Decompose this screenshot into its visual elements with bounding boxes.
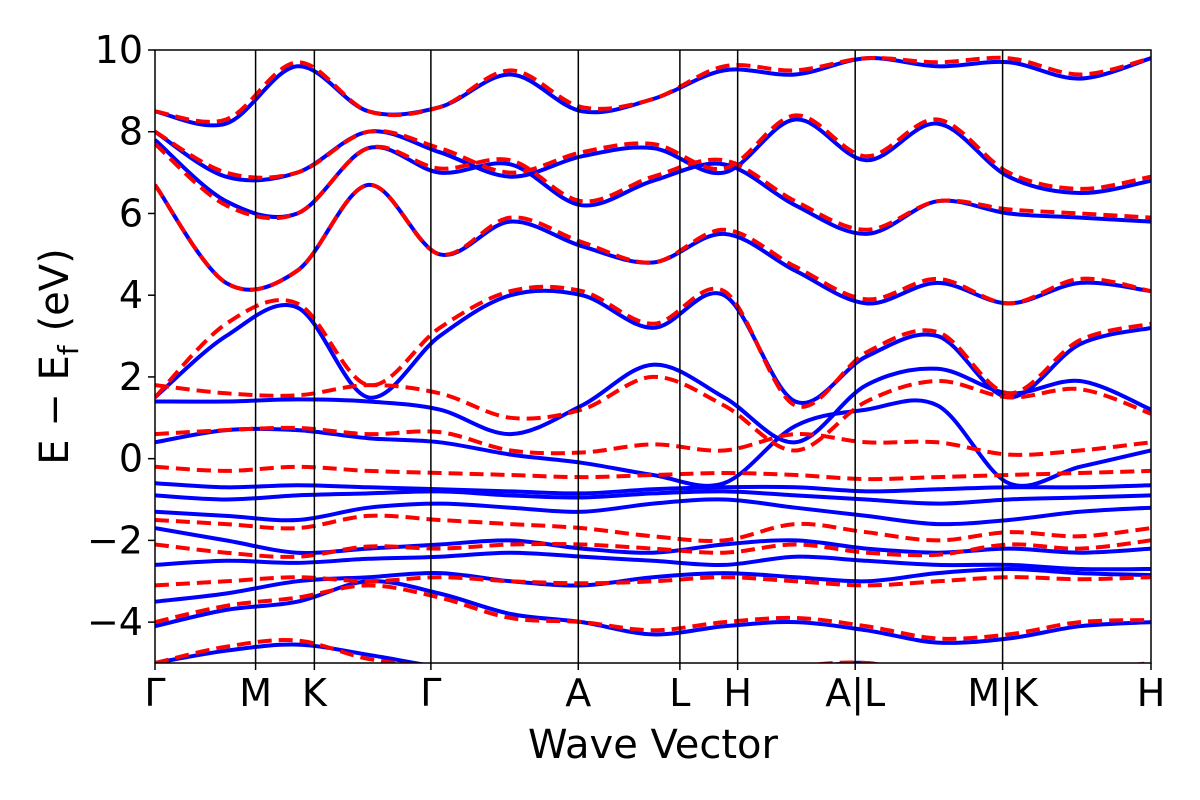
x-tick-label: H — [723, 671, 752, 715]
x-tick-label: Γ — [144, 671, 165, 715]
band-line-solid-14 — [155, 56, 1151, 128]
band-line-solid-9 — [155, 362, 1151, 445]
y-tick-label: 6 — [119, 191, 143, 235]
y-tick-label: −2 — [87, 518, 143, 562]
y-tick-label: −4 — [87, 600, 143, 644]
band-line-solid-1 — [155, 579, 1151, 645]
y-tick-label: 10 — [95, 28, 143, 72]
band-line-solid-11 — [155, 182, 1151, 306]
band-line-solid-10 — [155, 288, 1151, 405]
band-line-solid-0 — [155, 642, 882, 663]
y-axis-title-unit: (eV) — [32, 248, 78, 331]
band-line-dashed-1 — [155, 583, 1151, 641]
band-line-solid-6 — [155, 489, 1151, 506]
band-line-solid-8 — [155, 398, 1151, 488]
x-tick-label: A — [565, 671, 591, 715]
series-solid — [155, 56, 1151, 663]
y-tick-label: 2 — [119, 355, 143, 399]
y-axis-title: E − Ef (eV) — [32, 248, 85, 465]
band-line-dashed-10 — [155, 142, 1151, 232]
x-tick-label: Γ — [420, 671, 441, 715]
band-line-solid-2 — [155, 566, 1151, 604]
band-line-dashed-11 — [155, 113, 1151, 191]
y-tick-label: 0 — [119, 437, 143, 481]
band-line-solid-3 — [155, 550, 1151, 572]
y-axis-title-subscript: f — [52, 344, 85, 355]
series-dashed — [155, 55, 1151, 663]
band-line-solid-12 — [155, 138, 1151, 236]
x-axis-ticks: Γ M K Γ A L H A|L M|K H — [144, 663, 1165, 716]
band-line-dashed-12 — [155, 55, 1151, 124]
y-axis-ticks: −4 −2 0 2 4 6 8 10 — [87, 28, 155, 644]
x-axis-title: Wave Vector — [528, 722, 779, 768]
y-tick-label: 8 — [119, 110, 143, 154]
band-line-solid-7 — [155, 481, 1151, 496]
band-line-solid-5 — [155, 497, 1151, 527]
y-axis-title-main: E − E — [32, 355, 78, 465]
y-tick-label: 4 — [119, 273, 143, 317]
plot-frame — [154, 49, 1152, 664]
x-tick-label: M|K — [967, 671, 1039, 716]
band-line-solid-4 — [155, 526, 1151, 555]
band-line-dashed-8 — [155, 284, 1151, 409]
x-tick-label: A|L — [825, 671, 885, 716]
k-point-separators — [254, 50, 1004, 663]
band-lines — [155, 55, 1151, 663]
band-line-dashed-9 — [155, 182, 1151, 306]
x-tick-label: H — [1137, 671, 1166, 715]
x-tick-label: L — [669, 671, 690, 715]
band-line-dashed-7 — [155, 374, 1151, 453]
band-line-dashed-6 — [155, 425, 1151, 457]
x-tick-label: M — [239, 671, 272, 715]
x-tick-label: K — [302, 671, 328, 715]
